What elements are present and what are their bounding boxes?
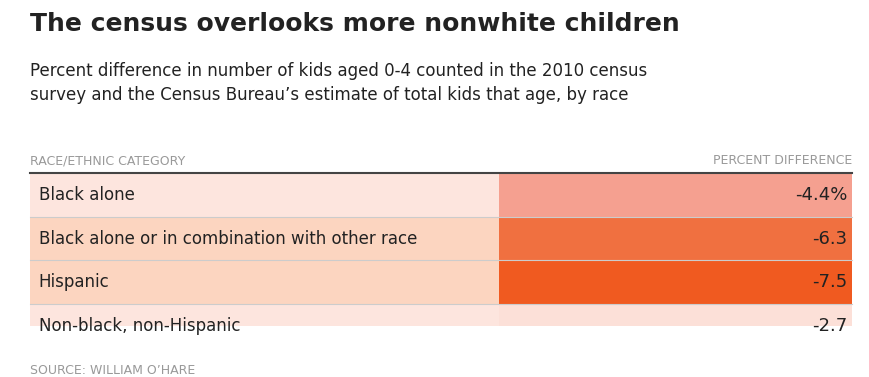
Text: Percent difference in number of kids aged 0-4 counted in the 2010 census
survey : Percent difference in number of kids age… bbox=[30, 62, 647, 104]
FancyBboxPatch shape bbox=[30, 217, 852, 261]
FancyBboxPatch shape bbox=[30, 261, 852, 304]
Text: Black alone or in combination with other race: Black alone or in combination with other… bbox=[38, 230, 417, 248]
FancyBboxPatch shape bbox=[30, 304, 852, 347]
Text: Hispanic: Hispanic bbox=[38, 273, 109, 291]
Text: -6.3: -6.3 bbox=[813, 230, 847, 248]
Text: Black alone: Black alone bbox=[38, 186, 135, 204]
Text: SOURCE: WILLIAM O’HARE: SOURCE: WILLIAM O’HARE bbox=[30, 363, 196, 377]
Text: -4.4%: -4.4% bbox=[795, 186, 847, 204]
FancyBboxPatch shape bbox=[499, 304, 852, 347]
Text: The census overlooks more nonwhite children: The census overlooks more nonwhite child… bbox=[30, 12, 680, 36]
FancyBboxPatch shape bbox=[499, 261, 852, 304]
FancyBboxPatch shape bbox=[499, 173, 852, 217]
Text: RACE/ETHNIC CATEGORY: RACE/ETHNIC CATEGORY bbox=[30, 154, 185, 167]
Text: -7.5: -7.5 bbox=[813, 273, 847, 291]
FancyBboxPatch shape bbox=[499, 217, 852, 261]
FancyBboxPatch shape bbox=[30, 173, 852, 217]
Text: PERCENT DIFFERENCE: PERCENT DIFFERENCE bbox=[713, 154, 852, 167]
Text: -2.7: -2.7 bbox=[813, 317, 847, 335]
Text: Non-black, non-Hispanic: Non-black, non-Hispanic bbox=[38, 317, 240, 335]
